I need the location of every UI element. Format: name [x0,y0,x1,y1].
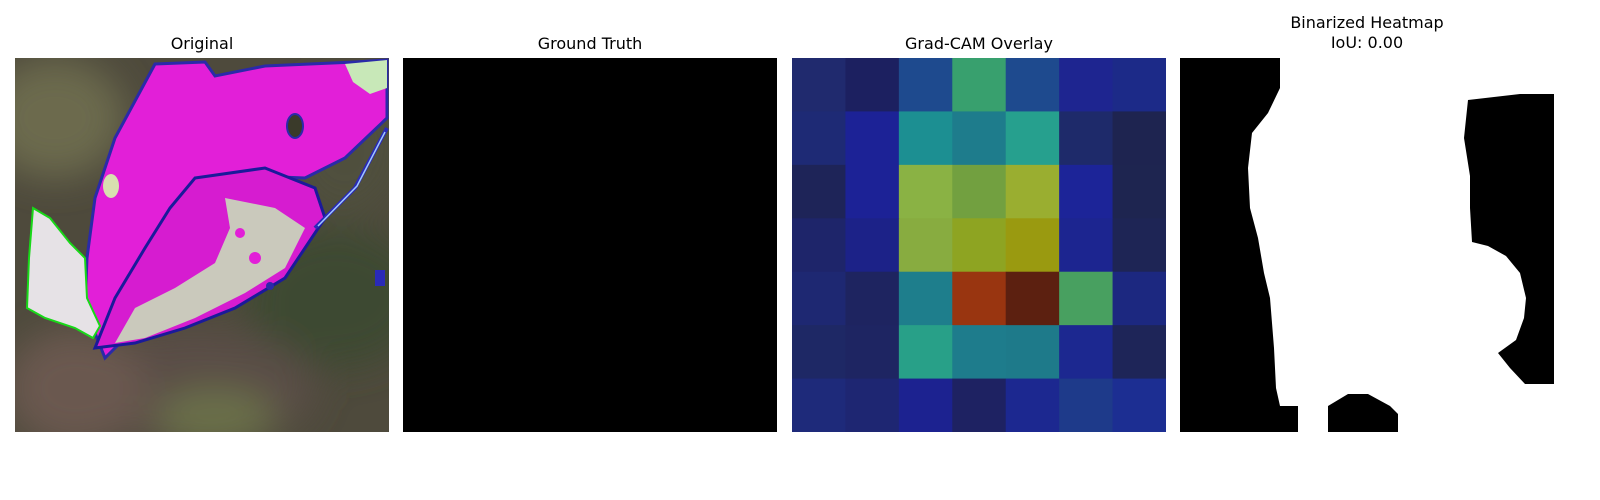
gradcam-cell [952,325,1007,380]
gradcam-cell [952,164,1007,219]
gradcam-cell [845,325,900,380]
gradcam-overlay-panel [792,58,1166,432]
gradcam-cell [898,325,953,380]
gradcam-cell [1112,218,1166,273]
gradcam-cell [1059,325,1114,380]
gradcam-cell [792,58,846,112]
binarized-heatmap-mask [1180,58,1554,432]
gradcam-cell [1112,164,1166,219]
gradcam-cell [952,58,1007,112]
panel-title-binarized-heatmap: Binarized Heatmap IoU: 0.00 [1290,13,1444,52]
gradcam-cell [792,164,846,219]
gradcam-cell [792,111,846,166]
gradcam-cell [952,378,1007,432]
gradcam-cell [1059,164,1114,219]
gradcam-cell [898,111,953,166]
gradcam-cell [792,378,846,432]
panel-title-ground-truth: Ground Truth [537,34,643,53]
gradcam-cell [1112,111,1166,166]
ground-truth-mask [403,58,777,432]
original-leaf-image [15,58,389,432]
gradcam-cell [898,164,953,219]
gradcam-cell [952,271,1007,326]
gradcam-cell [1005,164,1060,219]
gradcam-cell [845,111,900,166]
gradcam-cell [1059,271,1114,326]
gradcam-cell [1059,218,1114,273]
ground-truth-panel [403,58,777,432]
gradcam-cell [898,218,953,273]
gradcam-cell [952,111,1007,166]
gradcam-cell [845,58,900,112]
gradcam-cell [1059,58,1114,112]
gradcam-cell [1112,378,1166,432]
binarized-heatmap-panel [1180,58,1554,432]
gradcam-cell [1112,325,1166,380]
gradcam-cell [898,58,953,112]
gradcam-cell [898,378,953,432]
gradcam-cell [1112,271,1166,326]
panel-title-gradcam-overlay: Grad-CAM Overlay [905,34,1053,53]
gradcam-cell [1005,218,1060,273]
gradcam-cell [1005,111,1060,166]
gradcam-cell [845,378,900,432]
gradcam-cell [792,218,846,273]
gradcam-overlay-grid [792,58,1166,432]
gradcam-cell [792,271,846,326]
gradcam-cell [845,271,900,326]
gradcam-cell [1005,378,1060,432]
gradcam-cell [792,325,846,380]
gradcam-cell [1059,378,1114,432]
gradcam-cell [845,218,900,273]
gradcam-cell [1005,58,1060,112]
gradcam-cell [845,164,900,219]
original-image-panel [15,58,389,432]
panel-title-original: Original [170,34,234,53]
gradcam-cell [898,271,953,326]
gradcam-cell [1112,58,1166,112]
gradcam-cell [1005,271,1060,326]
gradcam-cell [952,218,1007,273]
gradcam-cell [1005,325,1060,380]
gradcam-cell [1059,111,1114,166]
